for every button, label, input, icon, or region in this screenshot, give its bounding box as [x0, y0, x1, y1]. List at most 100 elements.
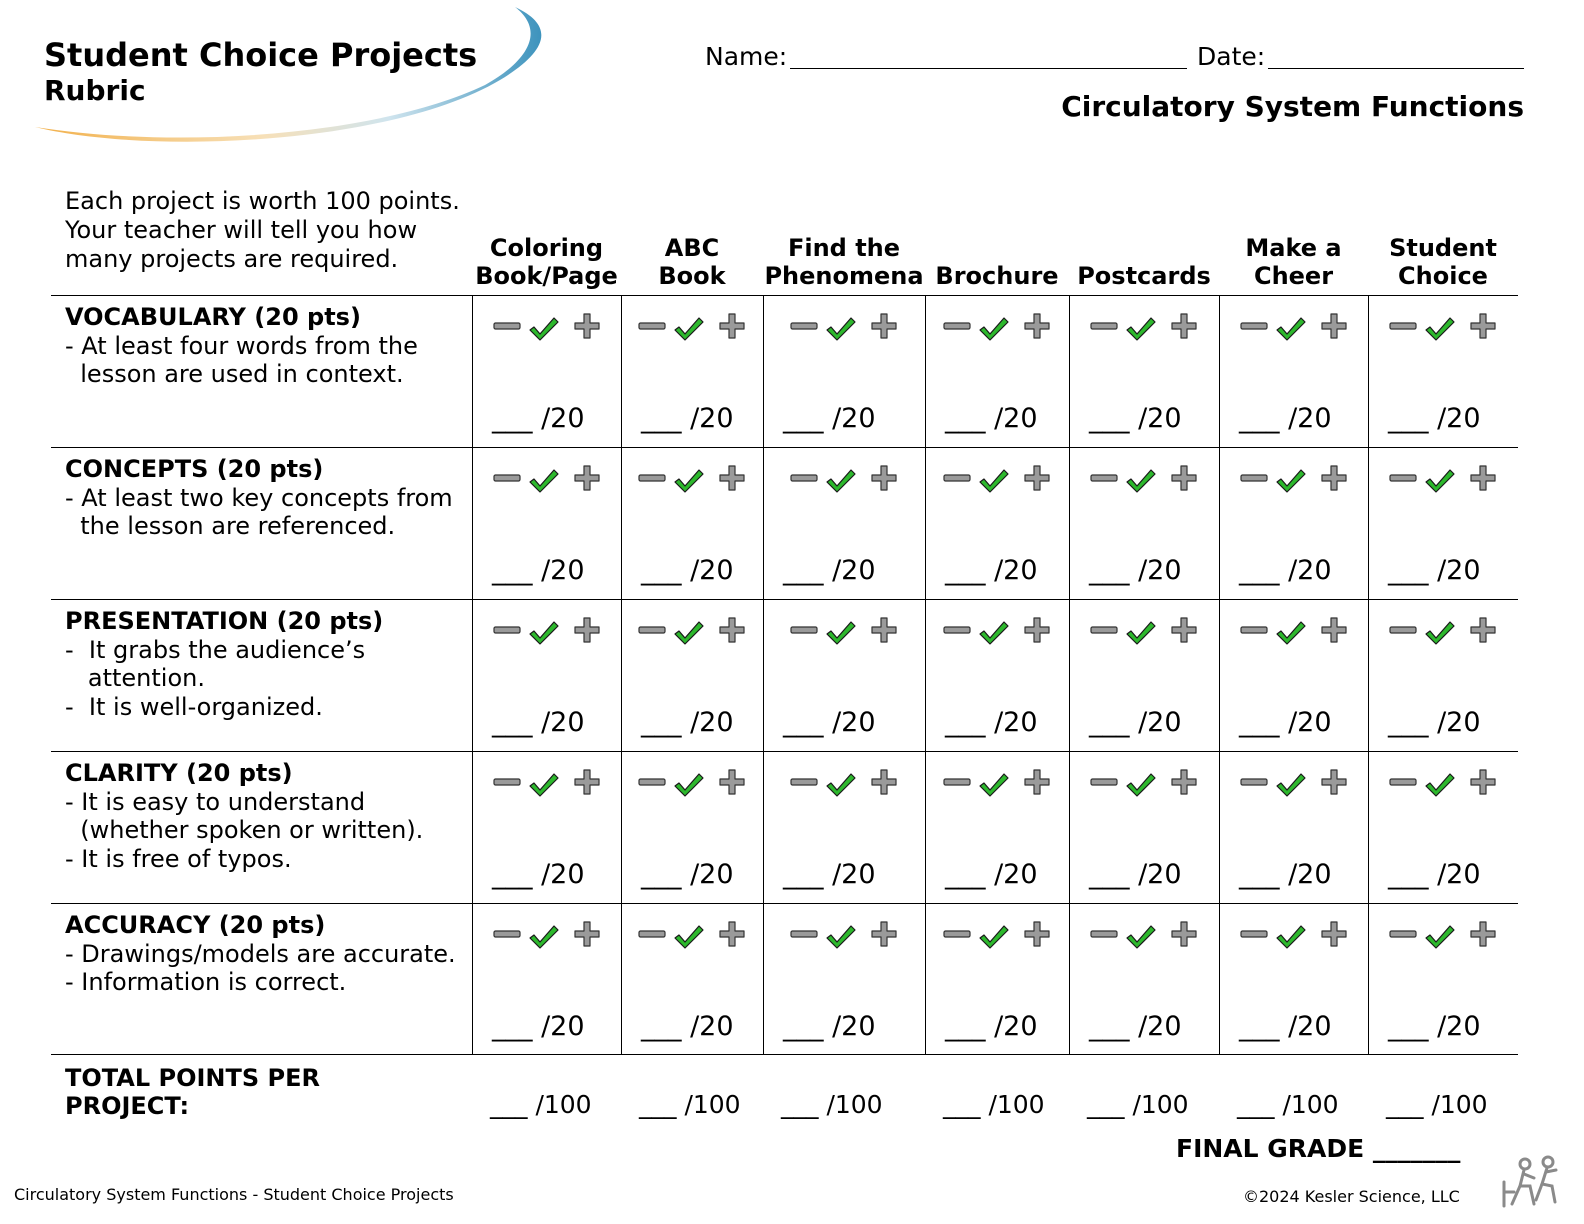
- score-field[interactable]: ___ /20: [1239, 707, 1332, 738]
- plus-icon: [1171, 465, 1197, 491]
- rating-icons[interactable]: [492, 463, 602, 495]
- rating-icons[interactable]: [942, 767, 1052, 799]
- score-field[interactable]: ___ /20: [945, 859, 1038, 890]
- check-icon: [826, 469, 856, 493]
- plus-icon: [573, 465, 600, 491]
- minus-icon: [1389, 626, 1417, 634]
- plus-icon: [719, 465, 745, 491]
- rating-icons[interactable]: [637, 767, 747, 799]
- plus-icon: [1024, 921, 1050, 947]
- score-field[interactable]: ___ /20: [945, 403, 1038, 434]
- score-field[interactable]: ___ /20: [641, 859, 734, 890]
- minus-icon: [492, 778, 521, 786]
- check-icon: [1126, 317, 1156, 341]
- check-icon: [674, 925, 704, 949]
- rating-icons[interactable]: [637, 615, 747, 647]
- rating-icons[interactable]: [942, 615, 1052, 647]
- rating-icons[interactable]: [1388, 311, 1498, 343]
- score-field[interactable]: ___ /20: [641, 403, 734, 434]
- rating-icons[interactable]: [1239, 311, 1349, 343]
- column-divider: [472, 295, 473, 1054]
- score-field[interactable]: ___ /20: [783, 555, 876, 586]
- rating-icons[interactable]: [1089, 463, 1199, 495]
- minus-icon: [943, 322, 971, 330]
- rating-icons[interactable]: [492, 311, 602, 343]
- minus-icon: [943, 626, 971, 634]
- rating-icons[interactable]: [1388, 463, 1498, 495]
- score-field[interactable]: ___ /20: [1388, 555, 1481, 586]
- rating-icons[interactable]: [492, 615, 602, 647]
- rating-icons[interactable]: [492, 919, 602, 951]
- score-field[interactable]: ___ /20: [492, 1011, 585, 1042]
- total-score-field[interactable]: ___ /100: [943, 1090, 1045, 1119]
- rating-icons[interactable]: [492, 767, 602, 799]
- score-field[interactable]: ___ /20: [1239, 403, 1332, 434]
- rating-icons[interactable]: [1388, 767, 1498, 799]
- rating-icons[interactable]: [942, 919, 1052, 951]
- score-field[interactable]: ___ /20: [1239, 1011, 1332, 1042]
- score-field[interactable]: ___ /20: [783, 707, 876, 738]
- score-field[interactable]: ___ /20: [1239, 859, 1332, 890]
- score-field[interactable]: ___ /20: [1388, 403, 1481, 434]
- minus-icon: [1090, 626, 1118, 634]
- score-field[interactable]: ___ /20: [1089, 859, 1182, 890]
- score-field[interactable]: ___ /20: [783, 859, 876, 890]
- rating-icons[interactable]: [1239, 615, 1349, 647]
- rating-icons[interactable]: [1089, 615, 1199, 647]
- score-field[interactable]: ___ /20: [492, 859, 585, 890]
- rating-icons[interactable]: [637, 919, 747, 951]
- total-score-field[interactable]: ___ /100: [490, 1090, 592, 1119]
- rating-icons[interactable]: [1089, 767, 1199, 799]
- score-field[interactable]: ___ /20: [492, 555, 585, 586]
- rating-icons[interactable]: [637, 311, 747, 343]
- rating-icons[interactable]: [1239, 463, 1349, 495]
- score-field[interactable]: ___ /20: [1089, 555, 1182, 586]
- check-icon: [826, 621, 856, 645]
- score-field[interactable]: ___ /20: [1089, 1011, 1182, 1042]
- rating-icons[interactable]: [789, 919, 899, 951]
- score-field[interactable]: ___ /20: [1388, 859, 1481, 890]
- total-score-field[interactable]: ___ /100: [1386, 1090, 1488, 1119]
- rating-icons[interactable]: [789, 311, 899, 343]
- rating-icons[interactable]: [942, 463, 1052, 495]
- check-icon: [1425, 621, 1455, 645]
- rating-icons[interactable]: [1089, 919, 1199, 951]
- score-field[interactable]: ___ /20: [945, 1011, 1038, 1042]
- score-field[interactable]: ___ /20: [945, 555, 1038, 586]
- name-field[interactable]: [790, 68, 1187, 69]
- score-field[interactable]: ___ /20: [1388, 707, 1481, 738]
- check-icon: [979, 469, 1009, 493]
- rating-icons[interactable]: [637, 463, 747, 495]
- score-field[interactable]: ___ /20: [492, 403, 585, 434]
- plus-icon: [871, 921, 897, 947]
- score-field[interactable]: ___ /20: [783, 403, 876, 434]
- rating-icons[interactable]: [1089, 311, 1199, 343]
- score-field[interactable]: ___ /20: [1089, 403, 1182, 434]
- total-score-field[interactable]: ___ /100: [1237, 1090, 1339, 1119]
- score-field[interactable]: ___ /20: [1388, 1011, 1481, 1042]
- rating-icons[interactable]: [789, 463, 899, 495]
- score-field[interactable]: ___ /20: [945, 707, 1038, 738]
- rating-icons[interactable]: [789, 767, 899, 799]
- score-field[interactable]: ___ /20: [641, 555, 734, 586]
- rating-icons[interactable]: [1239, 919, 1349, 951]
- score-field[interactable]: ___ /20: [1239, 555, 1332, 586]
- rating-icons[interactable]: [1239, 767, 1349, 799]
- score-field[interactable]: ___ /20: [492, 707, 585, 738]
- plus-icon: [1171, 769, 1197, 795]
- rating-icons[interactable]: [1388, 615, 1498, 647]
- score-field[interactable]: ___ /20: [1089, 707, 1182, 738]
- score-field[interactable]: ___ /20: [641, 1011, 734, 1042]
- rating-icons[interactable]: [789, 615, 899, 647]
- rating-icons[interactable]: [942, 311, 1052, 343]
- minus-icon: [1239, 322, 1268, 330]
- total-score-field[interactable]: ___ /100: [781, 1090, 883, 1119]
- plus-icon: [1470, 921, 1496, 947]
- total-score-field[interactable]: ___ /100: [639, 1090, 741, 1119]
- plus-icon: [1171, 313, 1197, 339]
- date-field[interactable]: [1268, 68, 1524, 69]
- total-score-field[interactable]: ___ /100: [1087, 1090, 1189, 1119]
- score-field[interactable]: ___ /20: [641, 707, 734, 738]
- score-field[interactable]: ___ /20: [783, 1011, 876, 1042]
- rating-icons[interactable]: [1388, 919, 1498, 951]
